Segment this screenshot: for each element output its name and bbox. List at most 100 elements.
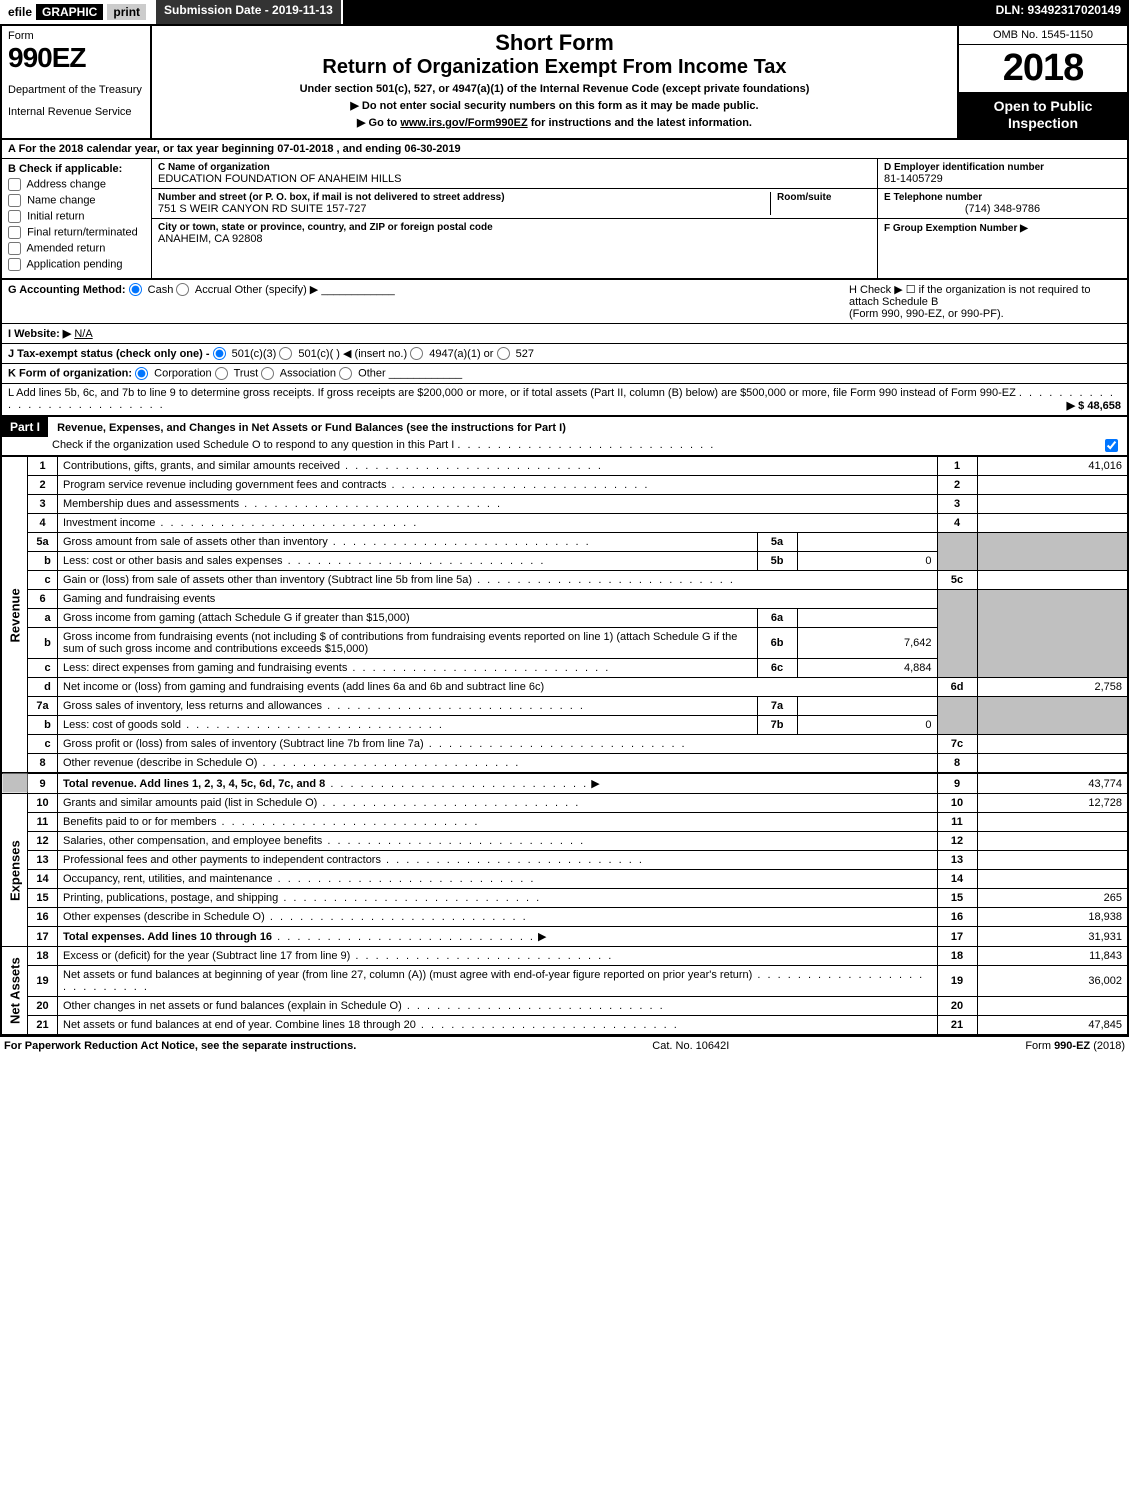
table-row: c Gross profit or (loss) from sales of i… (2, 735, 1127, 754)
part-i-label: Part I (2, 417, 48, 437)
val-19: 36,002 (977, 966, 1127, 997)
val-1: 41,016 (977, 457, 1127, 476)
chk-amended-return[interactable]: Amended return (8, 242, 145, 255)
val-6c: 4,884 (797, 659, 937, 678)
table-row: 11 Benefits paid to or for members 11 (2, 813, 1127, 832)
table-row: 9 Total revenue. Add lines 1, 2, 3, 4, 5… (2, 773, 1127, 794)
c-city: City or town, state or province, country… (152, 219, 877, 248)
table-row: Net Assets 18 Excess or (deficit) for th… (2, 947, 1127, 966)
d-ein: D Employer identification number 81-1405… (878, 159, 1127, 189)
form-outer: Form 990EZ Department of the Treasury In… (0, 24, 1129, 1037)
table-row: c Gain or (loss) from sale of assets oth… (2, 571, 1127, 590)
e-phone: E Telephone number (714) 348-9786 (878, 189, 1127, 219)
val-15: 265 (977, 889, 1127, 908)
chk-address-change[interactable]: Address change (8, 178, 145, 191)
radio-4947[interactable] (410, 347, 423, 360)
g-label: G Accounting Method: (8, 284, 126, 296)
b-label: B Check if applicable: (8, 163, 122, 175)
info-grid: B Check if applicable: Address change Na… (2, 159, 1127, 280)
header-center: Short Form Return of Organization Exempt… (152, 26, 957, 138)
table-row: 19 Net assets or fund balances at beginn… (2, 966, 1127, 997)
topbar-spacer (343, 0, 988, 24)
header-row: Form 990EZ Department of the Treasury In… (2, 26, 1127, 140)
dept-label: Department of the Treasury (8, 84, 144, 96)
footer-right: Form 990-EZ (2018) (1025, 1040, 1125, 1052)
section-b: B Check if applicable: Address change Na… (2, 159, 152, 278)
radio-trust[interactable] (215, 367, 228, 380)
room-suite-label: Room/suite (777, 192, 871, 203)
table-row: 12 Salaries, other compensation, and emp… (2, 832, 1127, 851)
part-i-check: Check if the organization used Schedule … (2, 437, 1127, 455)
row-g-h: G Accounting Method: Cash Accrual Other … (2, 280, 1127, 324)
chk-application-pending[interactable]: Application pending (8, 258, 145, 271)
rowA-begin: 07-01-2018 (277, 143, 333, 155)
chk-initial-return[interactable]: Initial return (8, 210, 145, 223)
dln: DLN: 93492317020149 (988, 0, 1129, 24)
omb-number: OMB No. 1545-1150 (959, 26, 1127, 45)
row-a-tax-year: A For the 2018 calendar year, or tax yea… (2, 140, 1127, 159)
val-18: 11,843 (977, 947, 1127, 966)
efile-label: efile (8, 5, 32, 19)
table-row: 5a Gross amount from sale of assets othe… (2, 533, 1127, 552)
section-c: C Name of organization EDUCATION FOUNDAT… (152, 159, 877, 278)
rowA-mid: , and ending (337, 143, 405, 155)
table-row: 17 Total expenses. Add lines 10 through … (2, 927, 1127, 947)
table-row: d Net income or (loss) from gaming and f… (2, 678, 1127, 697)
table-row: 2 Program service revenue including gove… (2, 476, 1127, 495)
radio-cash[interactable] (129, 283, 142, 296)
radio-accrual[interactable] (176, 283, 189, 296)
graphic-label: GRAPHIC (36, 4, 103, 20)
table-row: 14 Occupancy, rent, utilities, and maint… (2, 870, 1127, 889)
header-sub3: ▶ Go to www.irs.gov/Form990EZ for instru… (160, 116, 949, 129)
print-label[interactable]: print (107, 4, 146, 20)
side-revenue: Revenue (2, 457, 28, 774)
f-group-exemption: F Group Exemption Number ▶ (878, 219, 1127, 237)
form-label: Form (8, 30, 144, 42)
h-check: H Check ▶ ☐ if the organization is not r… (841, 283, 1121, 320)
header-right: OMB No. 1545-1150 2018 Open to Public In… (957, 26, 1127, 138)
efile-graphic-print[interactable]: efile GRAPHIC print (0, 0, 156, 24)
chk-final-return[interactable]: Final return/terminated (8, 226, 145, 239)
table-row: 20 Other changes in net assets or fund b… (2, 997, 1127, 1016)
title-return-exempt: Return of Organization Exempt From Incom… (160, 56, 949, 79)
header-left: Form 990EZ Department of the Treasury In… (2, 26, 152, 138)
radio-527[interactable] (497, 347, 510, 360)
chk-schedule-o[interactable] (1105, 439, 1118, 452)
radio-501c3[interactable] (213, 347, 226, 360)
val-9: 43,774 (977, 773, 1127, 794)
section-def: D Employer identification number 81-1405… (877, 159, 1127, 278)
side-expenses: Expenses (2, 794, 28, 947)
table-row: Revenue 1 Contributions, gifts, grants, … (2, 457, 1127, 476)
open-to-public: Open to Public Inspection (959, 92, 1127, 138)
radio-501c[interactable] (279, 347, 292, 360)
part-i-title: Revenue, Expenses, and Changes in Net As… (51, 419, 572, 437)
submission-date: Submission Date - 2019-11-13 (156, 0, 343, 24)
radio-corp[interactable] (135, 367, 148, 380)
radio-other[interactable] (339, 367, 352, 380)
c-address: Number and street (or P. O. box, if mail… (152, 189, 877, 219)
table-row: 4 Investment income 4 (2, 514, 1127, 533)
table-row: 21 Net assets or fund balances at end of… (2, 1016, 1127, 1035)
irs-label: Internal Revenue Service (8, 106, 144, 118)
rowA-end: 06-30-2019 (404, 143, 460, 155)
topbar: efile GRAPHIC print Submission Date - 20… (0, 0, 1129, 24)
table-row: 13 Professional fees and other payments … (2, 851, 1127, 870)
table-row: Expenses 10 Grants and similar amounts p… (2, 794, 1127, 813)
l-value: ▶ $ 48,658 (1067, 399, 1121, 412)
chk-name-change[interactable]: Name change (8, 194, 145, 207)
row-j-tax-exempt: J Tax-exempt status (check only one) - 5… (2, 344, 1127, 365)
website-val: N/A (74, 328, 92, 340)
row-l-gross-receipts: L Add lines 5b, 6c, and 7b to line 9 to … (2, 384, 1127, 417)
footer-mid: Cat. No. 10642I (652, 1040, 729, 1052)
val-7b: 0 (797, 716, 937, 735)
title-short-form: Short Form (160, 30, 949, 56)
header-sub2: ▶ Do not enter social security numbers o… (160, 99, 949, 112)
row-i-website: I Website: ▶ N/A (2, 324, 1127, 344)
rowA-prefix: A For the 2018 calendar year, or tax yea… (8, 143, 277, 155)
val-5b: 0 (797, 552, 937, 571)
val-10: 12,728 (977, 794, 1127, 813)
val-6d: 2,758 (977, 678, 1127, 697)
table-row: 7a Gross sales of inventory, less return… (2, 697, 1127, 716)
table-row: 3 Membership dues and assessments 3 (2, 495, 1127, 514)
radio-assoc[interactable] (261, 367, 274, 380)
